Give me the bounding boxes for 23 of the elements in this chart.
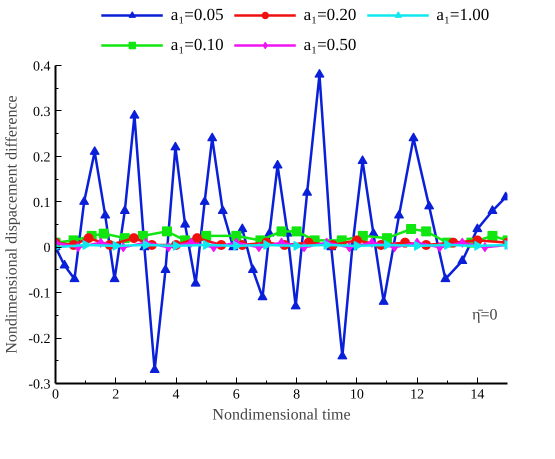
y-tick-label: 0 (44, 241, 50, 256)
x-tick-label: 10 (350, 388, 364, 402)
legend-label: a₁=0.20 (304, 5, 356, 25)
y-axis-title: Nondimensional dispacement difference (3, 95, 20, 354)
annotation: η̄=0 (472, 306, 498, 324)
y-tick-label: -0.2 (28, 332, 51, 348)
y-tick-label: 0.1 (33, 196, 50, 211)
x-tick-label: 14 (470, 388, 484, 402)
y-tick-label: 0.4 (33, 60, 50, 74)
y-tick-label: 0.2 (33, 150, 50, 166)
legend-label: a₁=0.50 (304, 35, 356, 55)
x-axis-title: Nondimensional time (212, 406, 351, 424)
x-tick-label: 8 (293, 388, 300, 402)
x-tick-label: 12 (410, 388, 424, 402)
y-tick-label: -0.1 (28, 286, 51, 302)
y-tick-label: -0.3 (28, 378, 51, 392)
y-tick-label: 0.3 (33, 104, 50, 120)
x-tick-label: 2 (112, 388, 120, 402)
legend-label: a₁=0.10 (170, 35, 224, 55)
legend-label: a₁=1.00 (436, 5, 490, 25)
x-tick-label: 6 (232, 388, 240, 402)
legend-label: a₁=0.05 (170, 5, 224, 25)
x-tick-label: 4 (172, 388, 180, 402)
